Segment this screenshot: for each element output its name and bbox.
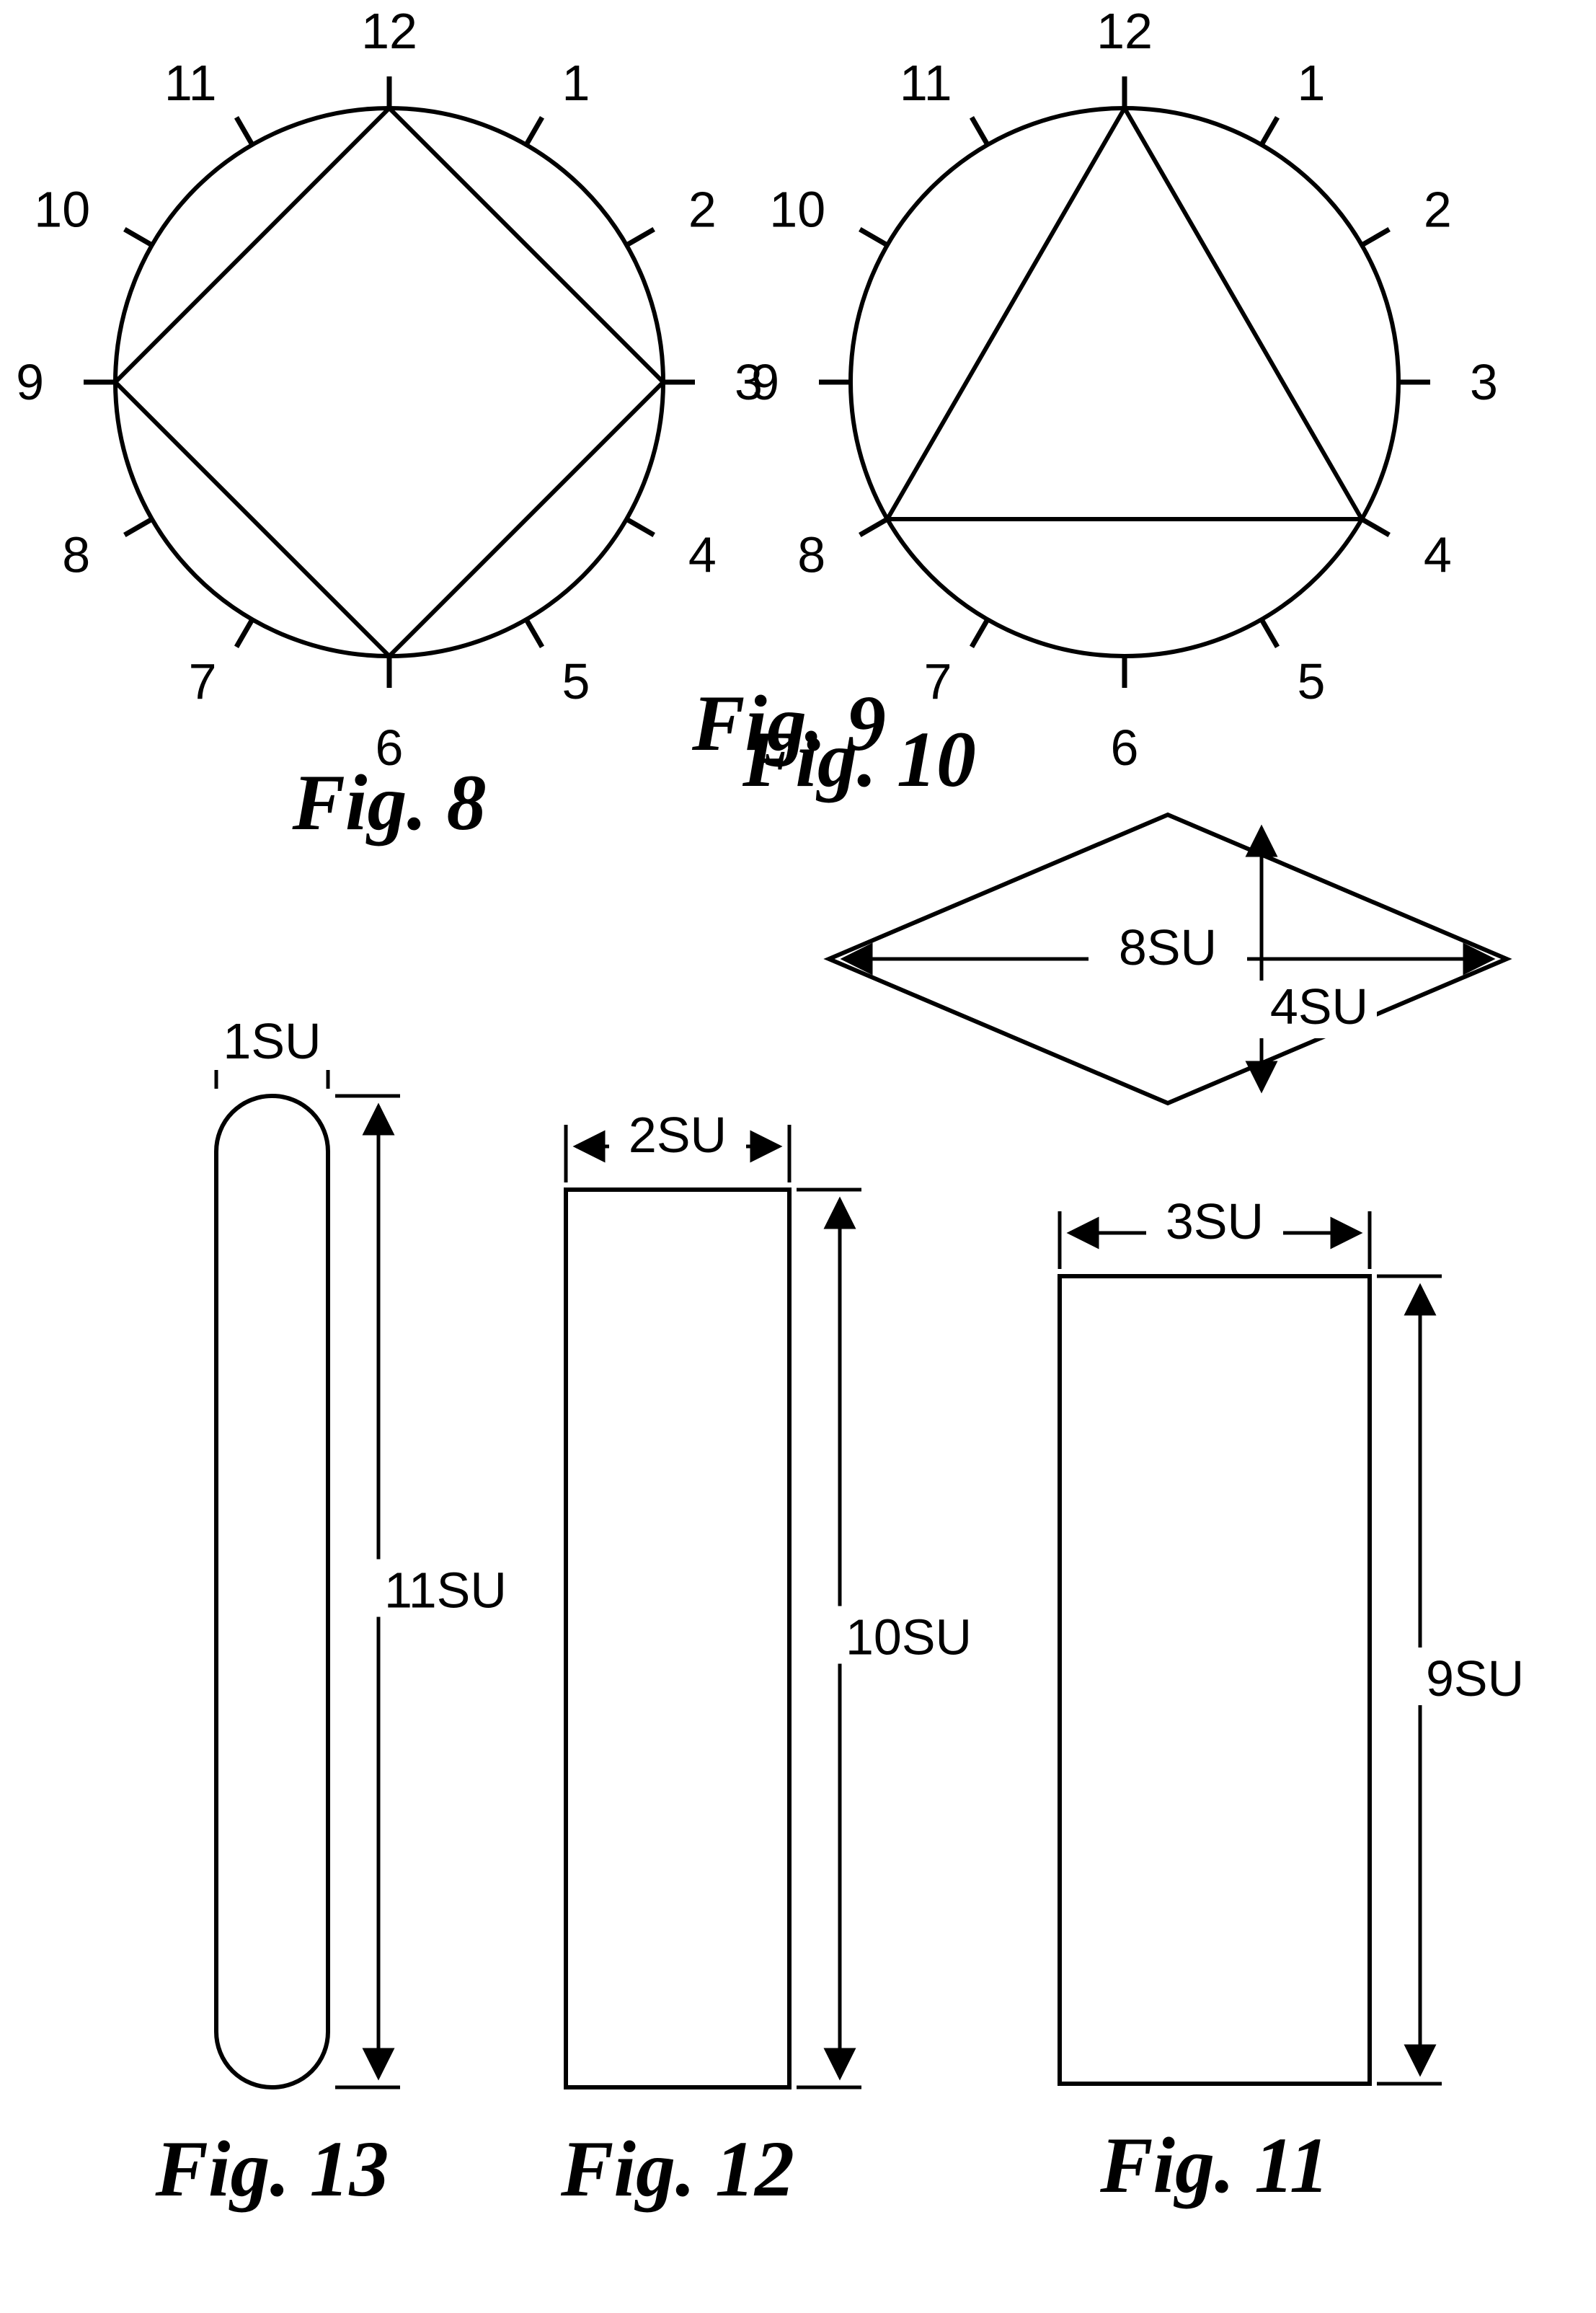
fig9-hour-12: 12 — [1096, 3, 1153, 59]
fig8-hour-11: 11 — [164, 55, 217, 111]
fig8-tick-7 — [236, 619, 252, 647]
fig8-inscribed — [115, 108, 663, 656]
fig8-tick-4 — [626, 519, 654, 535]
fig9-hour-4: 4 — [1424, 527, 1452, 583]
fig10-width-text: 8SU — [1119, 919, 1217, 976]
fig8-tick-2 — [626, 229, 654, 245]
fig13-label: Fig. 13 — [155, 2125, 389, 2213]
fig9-tick-10 — [860, 229, 887, 245]
fig8-tick-1 — [526, 118, 542, 145]
fig8-hour-5: 5 — [562, 653, 590, 709]
fig9-hour-8: 8 — [797, 527, 825, 583]
fig9-tick-1 — [1262, 118, 1277, 145]
diagram-canvas: 123456789101112Fig. 8123456789101112Fig.… — [0, 0, 1596, 2313]
fig9-hour-5: 5 — [1298, 653, 1326, 709]
fig12-shape — [566, 1190, 789, 2087]
fig8-hour-1: 1 — [562, 55, 590, 111]
fig9-hour-3: 3 — [1470, 354, 1498, 410]
fig8-hour-7: 7 — [189, 653, 217, 709]
fig11-label: Fig. 11 — [1099, 2121, 1329, 2209]
fig9-hour-10: 10 — [769, 182, 825, 238]
fig8-hour-2: 2 — [688, 182, 717, 238]
fig13-height-text: 11SU — [384, 1562, 507, 1619]
fig9-hour-9: 9 — [751, 354, 779, 410]
fig10-label: Fig. 10 — [742, 715, 976, 803]
fig8-hour-9: 9 — [16, 354, 44, 410]
fig12-width-text: 2SU — [629, 1107, 727, 1163]
fig9-hour-2: 2 — [1424, 182, 1452, 238]
fig9-inscribed — [887, 108, 1362, 519]
fig8-tick-11 — [236, 118, 252, 145]
fig8-hour-12: 12 — [361, 3, 417, 59]
fig9-hour-6: 6 — [1111, 720, 1139, 776]
fig8-label: Fig. 8 — [292, 759, 487, 846]
fig8-tick-8 — [125, 519, 152, 535]
fig12-height-text: 10SU — [846, 1609, 972, 1666]
fig8-tick-10 — [125, 229, 152, 245]
fig9-tick-8 — [860, 519, 887, 535]
fig13-width-text: 1SU — [223, 1013, 321, 1069]
fig12-label: Fig. 12 — [560, 2125, 794, 2213]
fig13-shape — [216, 1096, 328, 2087]
fig8-tick-5 — [526, 619, 542, 647]
fig9-tick-11 — [972, 118, 988, 145]
fig10-height-text: 4SU — [1270, 978, 1368, 1035]
fig11-height-text: 9SU — [1426, 1650, 1524, 1707]
fig8-hour-10: 10 — [34, 182, 90, 238]
fig9-tick-7 — [972, 619, 988, 647]
fig9-tick-5 — [1262, 619, 1277, 647]
fig9-circle — [851, 108, 1398, 656]
fig8-hour-4: 4 — [688, 527, 717, 583]
fig9-tick-4 — [1362, 519, 1389, 535]
fig9-hour-7: 7 — [924, 653, 952, 709]
fig8-hour-8: 8 — [62, 527, 90, 583]
fig11-shape — [1060, 1276, 1370, 2084]
fig9-hour-1: 1 — [1298, 55, 1326, 111]
fig8-circle — [115, 108, 663, 656]
fig11-width-text: 3SU — [1166, 1193, 1264, 1250]
fig9-hour-11: 11 — [900, 55, 952, 111]
fig9-tick-2 — [1362, 229, 1389, 245]
